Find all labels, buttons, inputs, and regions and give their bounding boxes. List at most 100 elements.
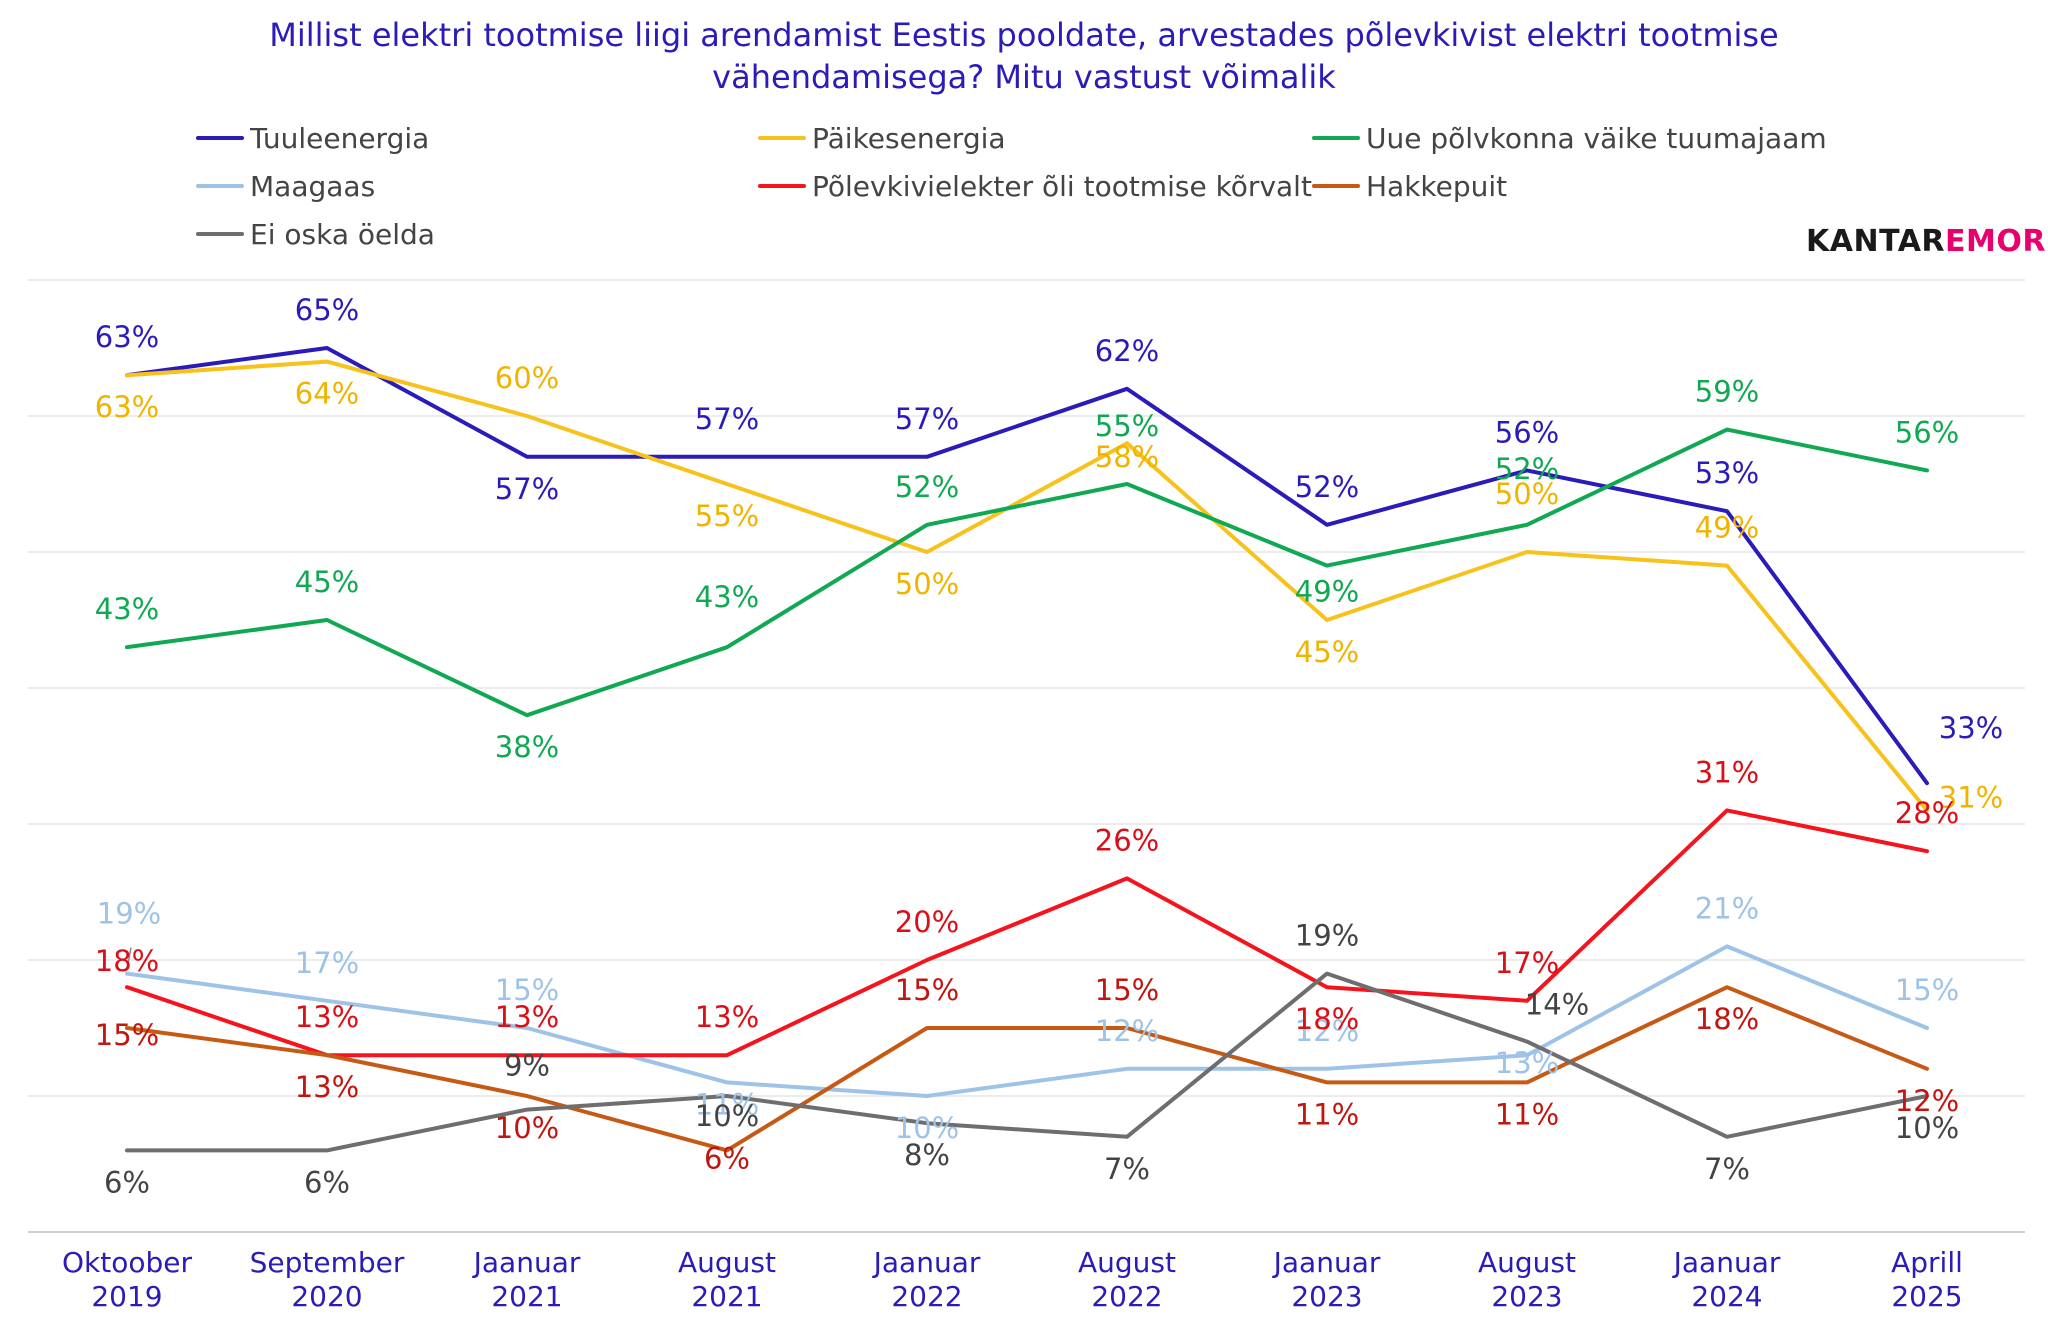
data-label-0-9: 33% — [1939, 711, 2003, 745]
data-label-6-1: 6% — [304, 1165, 350, 1199]
legend-label-hakkepuit: Hakkepuit — [1366, 169, 1508, 203]
data-label-6-5: 7% — [1104, 1152, 1150, 1186]
legend-item-tuumajaam: Uue põlvkonna väike tuumajaam — [1312, 118, 1827, 158]
x-tick-label-month: Jaanuar — [1272, 1246, 1381, 1279]
data-label-3-2: 15% — [495, 973, 559, 1007]
x-tick-label-3: August 2021 — [678, 1246, 776, 1313]
data-label-2-6: 49% — [1295, 575, 1359, 609]
data-label-2-8: 59% — [1695, 375, 1759, 409]
legend-swatch-paikesenergia — [758, 136, 806, 140]
data-label-5-2: 10% — [495, 1111, 559, 1145]
x-tick-label-month: Jaanuar — [1672, 1246, 1781, 1279]
data-label-2-9: 56% — [1895, 415, 1959, 449]
data-label-4-3: 13% — [695, 1000, 759, 1034]
legend-swatch-polevkivielekter — [758, 184, 806, 188]
chart-title: Millist elektri tootmise liigi arendamis… — [0, 14, 2048, 98]
x-tick-label-year: 2025 — [1891, 1280, 1962, 1313]
x-tick-label-5: August 2022 — [1078, 1246, 1176, 1313]
data-label-0-3: 57% — [695, 402, 759, 436]
x-tick-label-7: August 2023 — [1478, 1246, 1576, 1313]
data-label-1-8: 49% — [1695, 511, 1759, 545]
x-tick-label-month: August — [678, 1246, 776, 1279]
data-label-2-2: 38% — [495, 730, 559, 764]
data-label-5-8: 18% — [1695, 1002, 1759, 1036]
legend-label-ei-oska-oelda: Ei oska öelda — [250, 217, 435, 251]
data-labels: 63%65%57%57% 57%62%52%56%53%33%63% 64% 60%5… — [95, 293, 2003, 1199]
x-tick-label-year: 2021 — [491, 1280, 562, 1313]
legend-item-paikesenergia: Päikesenergia — [758, 118, 1006, 158]
data-label-0-0: 63% — [95, 320, 159, 354]
data-label-5-1: 13% — [295, 1070, 359, 1104]
grid — [28, 279, 2025, 1233]
x-tick-label-year: 2023 — [1491, 1280, 1562, 1313]
x-tick-label-year: 2022 — [1091, 1280, 1162, 1313]
data-label-0-8: 53% — [1695, 456, 1759, 490]
legend-item-maagaas: Maagaas — [196, 166, 375, 206]
data-label-6-6: 19% — [1295, 919, 1359, 953]
brand-logo: KANTAREMOR — [1806, 224, 2046, 259]
data-label-3-6: 12% — [1295, 1014, 1359, 1048]
legend-swatch-tuumajaam — [1312, 136, 1360, 140]
series-line-1 — [125, 359, 1929, 813]
data-label-4-4: 20% — [895, 905, 959, 939]
data-label-3-3: 11% — [695, 1087, 759, 1121]
data-label-1-3: 55% — [695, 499, 759, 533]
series-line-0 — [125, 346, 1929, 786]
data-label-1-2: 60% — [495, 361, 559, 395]
legend-item-ei-oska-oelda: Ei oska öelda — [196, 214, 435, 254]
legend-label-polevkivielekter: Põlevkivielekter õli tootmise kõrvalt — [812, 169, 1312, 203]
x-tick-label-9: Aprill 2025 — [1891, 1246, 1963, 1313]
data-label-3-7: 13% — [1495, 1046, 1559, 1080]
legend-swatch-tuuleenergia — [196, 136, 244, 140]
legend-label-tuumajaam: Uue põlvkonna väike tuumajaam — [1366, 121, 1827, 155]
data-label-4-0: 18% — [95, 944, 159, 978]
data-label-1-1: 64% — [295, 377, 359, 411]
series-line-2 — [125, 427, 1929, 718]
data-label-4-7: 17% — [1495, 946, 1559, 980]
data-label-5-7: 11% — [1495, 1097, 1559, 1131]
data-label-2-3: 43% — [695, 580, 759, 614]
x-tick-label-month: August — [1078, 1246, 1176, 1279]
data-label-6-0: 6% — [104, 1165, 150, 1199]
legend-swatch-hakkepuit — [1312, 184, 1360, 188]
x-tick-label-year: 2020 — [291, 1280, 362, 1313]
x-tick-label-6: Jaanuar 2023 — [1272, 1246, 1381, 1313]
series-lines — [125, 346, 1929, 1153]
x-tick-label-8: Jaanuar 2024 — [1672, 1246, 1781, 1313]
data-label-5-6: 11% — [1295, 1097, 1359, 1131]
data-label-4-8: 31% — [1695, 755, 1759, 789]
legend-item-tuuleenergia: Tuuleenergia — [196, 118, 429, 158]
data-label-5-0: 15% — [95, 1018, 159, 1052]
data-label-0-4: 57% — [895, 402, 959, 436]
x-tick-label-month: Jaanuar — [472, 1246, 581, 1279]
data-label-3-5: 12% — [1095, 1014, 1159, 1048]
data-label-6-4: 8% — [904, 1138, 950, 1172]
legend-label-paikesenergia: Päikesenergia — [812, 121, 1006, 155]
data-label-1-9: 31% — [1939, 780, 2003, 814]
data-label-2-4: 52% — [895, 470, 959, 504]
data-label-3-0: 19% — [97, 897, 161, 931]
legend-label-tuuleenergia: Tuuleenergia — [250, 121, 430, 155]
data-label-0-7: 56% — [1495, 415, 1559, 449]
x-tick-label-month: Jaanuar — [872, 1246, 981, 1279]
x-tick-label-month: Aprill — [1891, 1246, 1963, 1279]
data-label-6-9: 10% — [1895, 1111, 1959, 1145]
data-label-1-4: 50% — [895, 567, 959, 601]
x-tick-label-2: Jaanuar 2021 — [472, 1246, 581, 1313]
data-label-6-8: 7% — [1704, 1152, 1750, 1186]
data-label-1-5: 58% — [1095, 440, 1159, 474]
data-label-3-8: 21% — [1695, 891, 1759, 925]
data-label-3-1: 17% — [295, 946, 359, 980]
data-label-3-4: 10% — [895, 1111, 959, 1145]
data-label-4-5: 26% — [1095, 823, 1159, 857]
x-tick-label-year: 2021 — [691, 1280, 762, 1313]
data-label-1-0: 63% — [95, 390, 159, 424]
data-label-2-0: 43% — [95, 592, 159, 626]
data-label-6-7: 14% — [1525, 988, 1589, 1022]
data-label-4-6: 18% — [1295, 1002, 1359, 1036]
data-label-1-6: 45% — [1295, 635, 1359, 669]
x-tick-label-1: September 2020 — [250, 1246, 405, 1313]
x-tick-label-year: 2024 — [1691, 1280, 1762, 1313]
x-tick-label-0: Oktoober 2019 — [62, 1246, 192, 1313]
